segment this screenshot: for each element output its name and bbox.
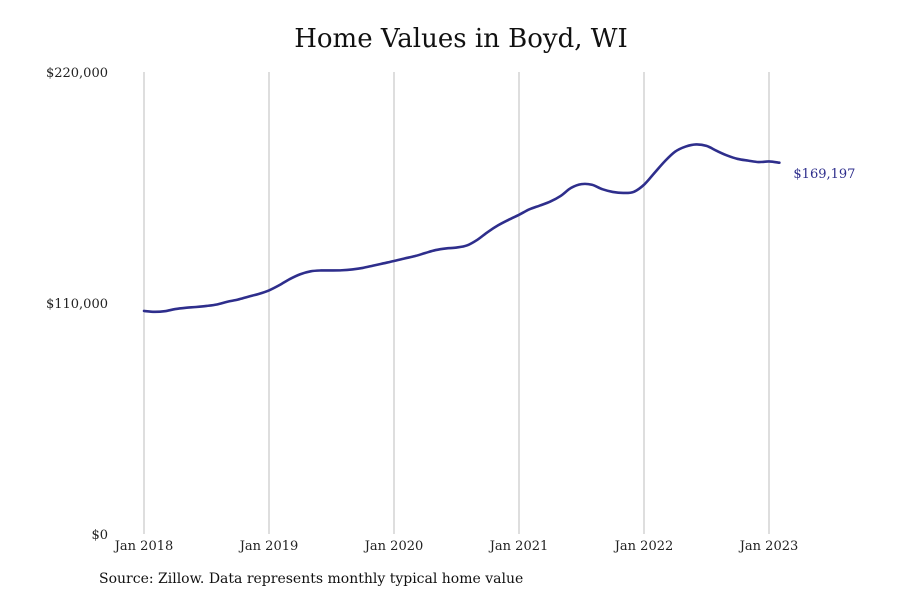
x-tick-label: Jan 2021 xyxy=(488,539,549,554)
source-note: Source: Zillow. Data represents monthly … xyxy=(99,571,524,587)
x-tick-label: Jan 2020 xyxy=(363,539,424,554)
x-tick-label: Jan 2022 xyxy=(613,539,674,554)
y-tick-label: $0 xyxy=(91,528,108,543)
x-tick-label: Jan 2023 xyxy=(738,539,799,554)
y-tick-label: $220,000 xyxy=(46,66,108,81)
y-tick-label: $110,000 xyxy=(46,297,108,312)
gridlines xyxy=(143,72,770,534)
x-axis: Jan 2018 Jan 2019 Jan 2020 Jan 2021 Jan 2022… xyxy=(113,539,799,554)
x-tick-label: Jan 2019 xyxy=(238,539,299,554)
end-value-label: $169,197 xyxy=(793,167,855,182)
chart-title: Home Values in Boyd, WI xyxy=(294,24,628,54)
x-tick-label: Jan 2018 xyxy=(113,539,174,554)
y-axis: $0 $110,000 $220,000 xyxy=(46,66,108,543)
series-line xyxy=(142,143,781,314)
plot-area: $169,197 xyxy=(142,143,855,314)
